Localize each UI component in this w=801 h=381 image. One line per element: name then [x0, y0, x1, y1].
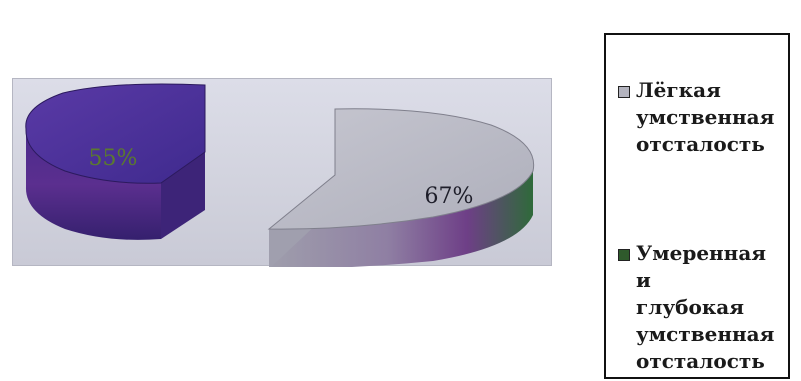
legend: Лёгкая умственная отсталость Умеренная и…: [604, 33, 790, 379]
slice-top-moderate: [25, 83, 206, 184]
legend-entry-moderate: Умеренная и глубокая умственная отсталос…: [618, 240, 782, 375]
pie-chart: 55% 67%: [25, 83, 535, 267]
slice-front-moderate: [161, 152, 205, 239]
data-label-light: 67%: [425, 184, 474, 209]
slice-side-light: [269, 171, 533, 267]
plot-area: 55% 67%: [12, 78, 552, 267]
legend-entry-light: Лёгкая умственная отсталость: [618, 77, 782, 158]
legend-label-moderate: Умеренная и глубокая умственная отсталос…: [636, 241, 775, 373]
data-label-moderate: 55%: [89, 146, 138, 171]
legend-label-light: Лёгкая умственная отсталость: [636, 78, 775, 156]
slice-top-light: [267, 108, 535, 230]
legend-swatch-moderate: [618, 249, 630, 261]
slice-side-moderate: [25, 129, 161, 240]
legend-swatch-light: [618, 86, 630, 98]
